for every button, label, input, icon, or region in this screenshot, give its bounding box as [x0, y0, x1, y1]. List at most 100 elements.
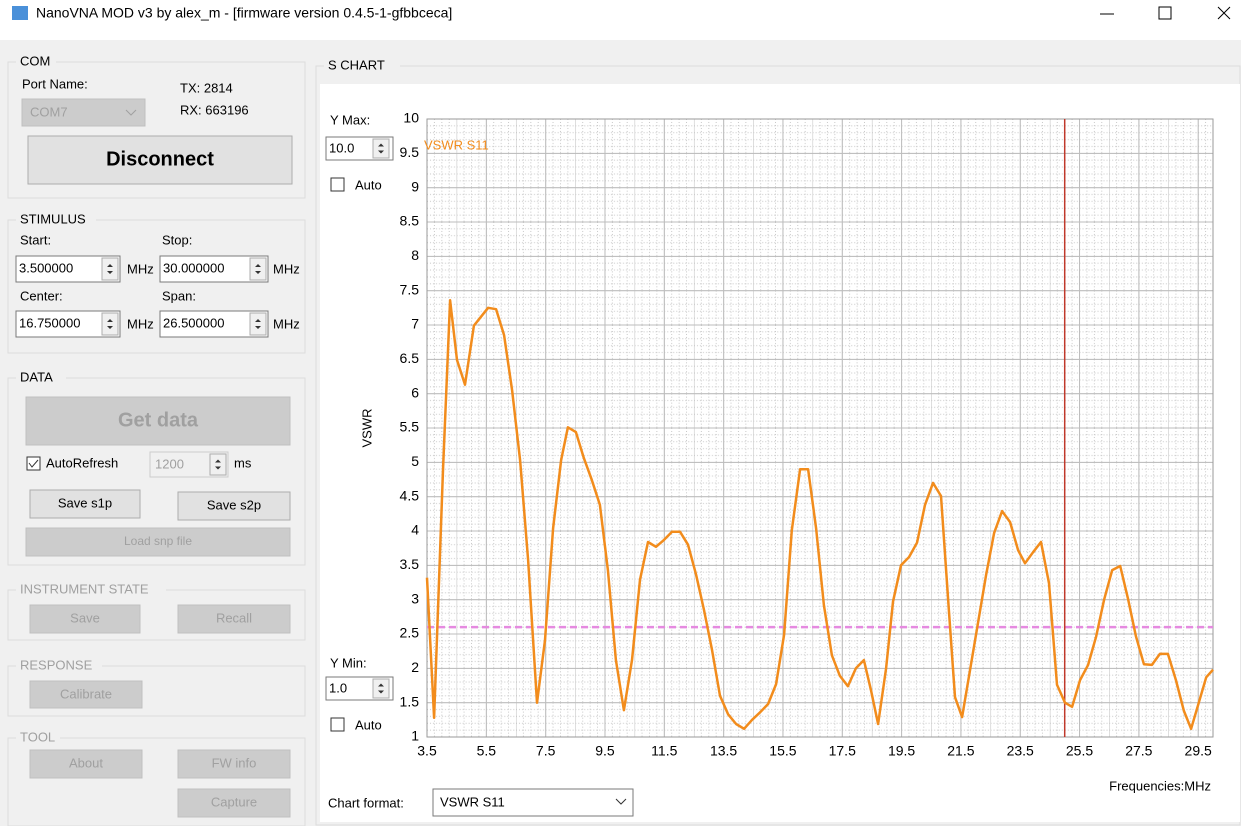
- about-button[interactable]: [29, 749, 143, 779]
- group-title: S CHART: [328, 57, 385, 72]
- input-value: 1200: [155, 456, 184, 471]
- group-title-bg: [324, 58, 400, 72]
- x-tick-label: 13.5: [710, 743, 737, 759]
- save-s2p-button[interactable]: [177, 491, 291, 521]
- y-tick-label: 2.5: [400, 625, 420, 641]
- group-title-bg: [16, 658, 102, 672]
- save-button[interactable]: [29, 604, 141, 634]
- group-box: [7, 665, 306, 717]
- spin-buttons: [209, 453, 227, 476]
- group-title: INSTRUMENT STATE: [20, 581, 149, 596]
- save-s1p-button[interactable]: [29, 489, 141, 519]
- y-tick-label: 8.5: [400, 213, 420, 229]
- spin-arrows: [215, 459, 221, 470]
- label: Chart format:: [328, 795, 404, 810]
- label: RX: 663196: [180, 102, 249, 117]
- label: Auto: [355, 717, 382, 732]
- spin-arrows: [378, 143, 384, 154]
- label: Stop:: [162, 232, 192, 247]
- group-title-bg: [16, 54, 56, 68]
- spin-buttons: [372, 138, 390, 159]
- y-tick-label: 6.5: [400, 350, 420, 366]
- load-button[interactable]: [25, 527, 291, 557]
- checkbox[interactable]: [330, 177, 345, 192]
- spin-arrows: [378, 683, 384, 694]
- y-axis-label: VSWR: [359, 409, 374, 448]
- combo-arrow: [125, 109, 137, 116]
- combo-arrow: [615, 798, 627, 805]
- button-label: About: [69, 755, 103, 770]
- x-tick-label: 11.5: [651, 743, 677, 759]
- group-box: [7, 377, 306, 566]
- group-title: RESPONSE: [20, 657, 93, 672]
- input-value: 10.0: [329, 140, 354, 155]
- get-data-button[interactable]: [25, 396, 291, 446]
- group-title-bg: [16, 370, 66, 384]
- unit: MHz: [127, 261, 154, 276]
- window-title: NanoVNA MOD v3 by alex_m - [firmware ver…: [36, 5, 452, 21]
- input-value: 1.0: [329, 680, 347, 695]
- label: Y Max:: [330, 112, 370, 127]
- spin-arrows: [255, 264, 261, 274]
- plot-border: [426, 118, 1214, 738]
- y-tick-label: 7: [411, 316, 419, 332]
- calibrate-button[interactable]: [29, 680, 143, 709]
- group-box: [7, 219, 306, 354]
- chart-format-combo[interactable]: [432, 788, 634, 817]
- recall-button[interactable]: [177, 604, 291, 634]
- label: Span:: [162, 288, 196, 303]
- button-label: Save: [70, 610, 100, 625]
- y-tick-label: 1.5: [400, 693, 420, 709]
- button-label: FW info: [212, 755, 257, 770]
- spin-arrows: [255, 319, 261, 329]
- group-title-bg: [16, 582, 166, 596]
- group-title: TOOL: [20, 729, 55, 744]
- label: Y Min:: [330, 655, 367, 670]
- spin-arrows: [107, 264, 113, 274]
- label: AutoRefresh: [46, 455, 118, 470]
- y-tick-label: 4: [411, 522, 419, 538]
- group-title-bg: [16, 730, 60, 744]
- label: TX: 2814: [180, 80, 233, 95]
- x-tick-label: 15.5: [769, 743, 796, 759]
- label: Auto: [355, 177, 382, 192]
- x-tick-label: 19.5: [888, 743, 915, 759]
- checkbox[interactable]: [330, 717, 345, 732]
- unit: MHz: [127, 316, 154, 331]
- y-tick-label: 8: [411, 247, 419, 263]
- x-tick-label: 17.5: [829, 743, 856, 759]
- capture-button[interactable]: [177, 788, 291, 818]
- x-tick-label: 5.5: [477, 743, 497, 759]
- x-tick-label: 21.5: [947, 743, 974, 759]
- x-axis-label: Frequencies:MHz: [1109, 778, 1211, 793]
- button-label: Calibrate: [60, 686, 112, 701]
- y-tick-label: 4.5: [400, 487, 420, 503]
- spin-buttons: [101, 312, 119, 336]
- group-title: DATA: [20, 369, 53, 384]
- fw-info-button[interactable]: [177, 749, 291, 779]
- y-tick-label: 9: [411, 178, 419, 194]
- unit: MHz: [273, 316, 300, 331]
- check-mark: [28, 459, 39, 468]
- x-tick-label: 27.5: [1125, 743, 1152, 759]
- spin-arrows: [107, 319, 113, 329]
- y-tick-label: 10: [403, 110, 419, 126]
- button-label: Capture: [211, 794, 257, 809]
- y-tick-label: 3.5: [400, 556, 420, 572]
- x-tick-label: 23.5: [1007, 743, 1034, 759]
- label: Center:: [20, 288, 63, 303]
- button-label: Recall: [216, 610, 252, 625]
- port-combo[interactable]: [21, 98, 146, 127]
- checkbox[interactable]: [26, 456, 41, 471]
- input-value: 3.500000: [19, 260, 73, 275]
- button-label: Load snp file: [124, 534, 192, 548]
- x-tick-label: 9.5: [595, 743, 615, 759]
- button-label: Disconnect: [106, 148, 214, 170]
- y-tick-label: 9.5: [400, 144, 420, 160]
- button-label: Save s1p: [58, 495, 112, 510]
- window-controls[interactable]: [1100, 6, 1231, 20]
- group-box: [7, 737, 306, 826]
- disconnect-button[interactable]: [27, 135, 293, 185]
- y-tick-label: 6: [411, 384, 419, 400]
